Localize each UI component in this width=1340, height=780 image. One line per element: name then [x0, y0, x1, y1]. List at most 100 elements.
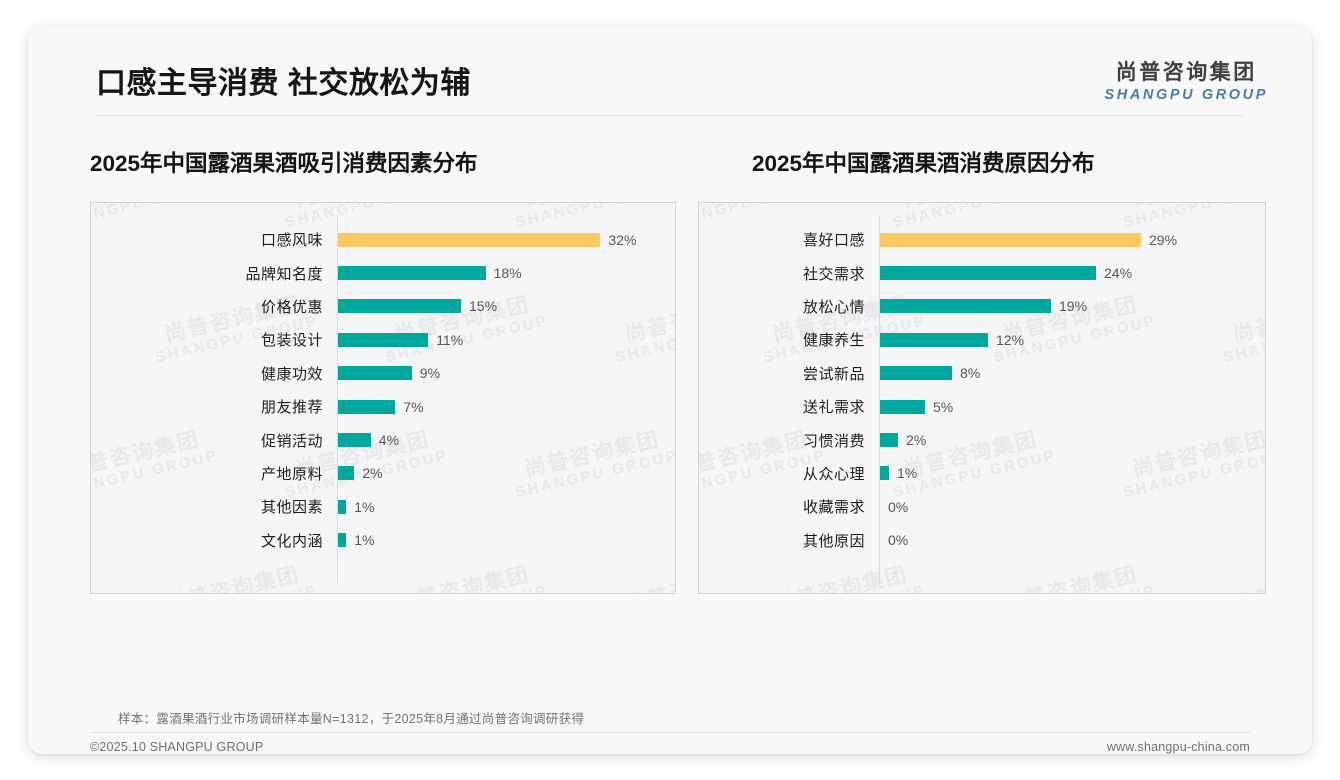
bar-value-label: 2% [362, 465, 383, 482]
bar-value-label: 1% [354, 498, 375, 515]
bar [880, 332, 988, 347]
watermark-en: SHANGPU GROUP [614, 582, 675, 593]
bar-container: 32% [337, 232, 675, 248]
bar-row: 其他原因 0% [699, 524, 1265, 557]
watermark-en: SHANGPU GROUP [384, 582, 550, 593]
bar-value-label: 12% [996, 331, 1025, 348]
website-link[interactable]: www.shangpu-china.com [1106, 740, 1250, 754]
chart-title: 2025年中国露酒果酒吸引消费因素分布 [90, 151, 478, 176]
chart-title: 2025年中国露酒果酒消费原因分布 [752, 151, 1095, 176]
bar-value-label: 4% [378, 432, 400, 449]
bar-category-label: 促销活动 [260, 432, 323, 450]
bar-row: 喜好口感 29% [699, 223, 1265, 256]
bar-value-label: 11% [436, 331, 464, 348]
bar-category-label: 朋友推荐 [260, 399, 323, 417]
bar-value-label: 0% [888, 498, 909, 515]
bar-value-label: 29% [1149, 231, 1178, 248]
chart-axis-line [337, 215, 338, 583]
bar [880, 366, 952, 381]
bar [338, 266, 486, 281]
bar-category-label: 喜好口感 [802, 232, 865, 250]
bar-container: 1% [337, 532, 675, 548]
bar-container: 1% [337, 499, 675, 515]
bar-category-label: 口感风味 [260, 232, 323, 250]
bar-value-label: 18% [493, 265, 522, 282]
logo-text-en: SHANGPU GROUP [1104, 87, 1268, 103]
bar-category-label: 习惯消费 [802, 432, 865, 450]
company-logo: 尚普咨询集团 SHANGPU GROUP [1104, 62, 1268, 103]
bar-value-label: 8% [960, 365, 981, 382]
bar-container: 8% [879, 365, 1265, 381]
bar-category-label: 其他原因 [802, 532, 865, 550]
watermark-en: SHANGPU GROUP [1222, 582, 1265, 593]
bar-row: 送礼需求 5% [699, 390, 1265, 423]
bar-category-label: 送礼需求 [802, 399, 865, 417]
bar-row: 促销活动 4% [91, 423, 675, 456]
bar-container: 29% [879, 232, 1265, 248]
bar-container: 5% [879, 399, 1265, 415]
chart-axis-line [879, 215, 880, 583]
watermark-en: SHANGPU GROUP [992, 582, 1158, 593]
bar-value-label: 1% [354, 532, 375, 549]
bar-row: 朋友推荐 7% [91, 390, 675, 423]
bar-value-label: 2% [906, 432, 927, 449]
bar [338, 299, 461, 314]
bar-category-label: 产地原料 [260, 465, 323, 483]
bar [338, 499, 347, 514]
bar-value-label: 0% [888, 532, 909, 549]
bar [338, 232, 601, 247]
bar [880, 433, 898, 448]
bar-value-label: 15% [469, 298, 498, 315]
copyright-text: ©2025.10 SHANGPU GROUP [90, 740, 264, 754]
bar-category-label: 尝试新品 [802, 365, 865, 383]
bar [338, 433, 371, 448]
bar-value-label: 19% [1059, 298, 1088, 315]
bar-container: 9% [337, 365, 675, 381]
bar-category-label: 文化内涵 [260, 532, 323, 550]
bar-value-label: 32% [608, 231, 637, 248]
bar [880, 266, 1096, 281]
header-divider [96, 115, 1244, 116]
bar [880, 232, 1141, 247]
bar [338, 366, 412, 381]
bar-row: 健康养生 12% [699, 323, 1265, 356]
bar-row: 品牌知名度 18% [91, 256, 675, 289]
bar-row: 价格优惠 15% [91, 290, 675, 323]
bar [338, 466, 355, 481]
logo-text-cn: 尚普咨询集团 [1115, 61, 1257, 84]
bar-value-label: 7% [403, 398, 424, 415]
bar-row: 从众心理 1% [699, 457, 1265, 490]
bar-value-label: 9% [419, 365, 441, 382]
bar-row: 包装设计 11% [91, 323, 675, 356]
bar-container: 2% [879, 432, 1265, 448]
bar [338, 533, 347, 548]
bar-container: 19% [879, 298, 1265, 314]
bar [338, 399, 396, 414]
bar-category-label: 品牌知名度 [245, 265, 323, 283]
bar-category-label: 健康养生 [802, 332, 865, 350]
bar-row: 产地原料 2% [91, 457, 675, 490]
bar-container: 1% [879, 465, 1265, 481]
bar-category-label: 价格优惠 [260, 298, 323, 316]
bar-value-label: 24% [1104, 265, 1133, 282]
bar [880, 299, 1051, 314]
bar-row: 尝试新品 8% [699, 357, 1265, 390]
bar-container: 12% [879, 332, 1265, 348]
bar-category-label: 放松心情 [802, 298, 865, 316]
bar-category-label: 健康功效 [260, 365, 323, 383]
bar-row: 其他因素 1% [91, 490, 675, 523]
bar-row: 收藏需求 0% [699, 490, 1265, 523]
bar-row: 习惯消费 2% [699, 423, 1265, 456]
bar-container: 11% [337, 332, 675, 348]
bar-row: 口感风味 32% [91, 223, 675, 256]
bar-container: 0% [879, 499, 1265, 515]
bar-container: 24% [879, 265, 1265, 281]
bar-row: 社交需求 24% [699, 256, 1265, 289]
bar-rows: 口感风味 32% 品牌知名度 18% 价格优惠 15% 包装设计 11% 健康功效 9% 朋友推荐 7… [91, 203, 675, 575]
bar-container: 7% [337, 399, 675, 415]
bar [880, 399, 925, 414]
sample-note: 样本：露酒果酒行业市场调研样本量N=1312，于2025年8月通过尚普咨询调研获… [118, 712, 585, 726]
